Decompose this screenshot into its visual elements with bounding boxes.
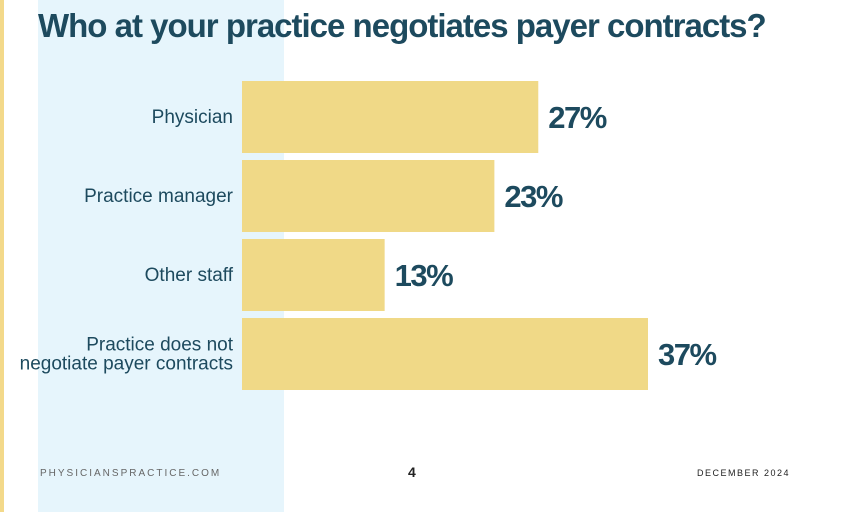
value-label-2: 13% (395, 258, 453, 293)
bar-1 (242, 160, 495, 232)
bar-0 (242, 81, 539, 153)
category-label-line: negotiate payer contracts (20, 354, 233, 375)
category-label-1: Practice manager (84, 186, 234, 207)
category-label-line: Physician (152, 107, 233, 128)
category-label-line: Practice manager (84, 186, 234, 207)
footer-page-number: 4 (408, 464, 416, 480)
category-label-line: Other staff (145, 265, 234, 286)
value-label-3: 37% (658, 337, 716, 372)
category-label-2: Other staff (145, 265, 234, 286)
footer-site-name: PHYSICIANSPRACTICE.COM (40, 468, 222, 479)
bar-2 (242, 239, 385, 311)
footer-date: DECEMBER 2024 (697, 468, 791, 478)
chart-title: Who at your practice negotiates payer co… (38, 7, 767, 44)
category-label-line: Practice does not (86, 335, 234, 356)
category-label-0: Physician (152, 107, 233, 128)
value-label-0: 27% (548, 100, 606, 135)
left-accent-stripe (0, 0, 4, 512)
category-label-3: Practice does not negotiate payer contrac… (20, 335, 234, 375)
bar-3 (242, 318, 648, 390)
value-label-1: 23% (504, 179, 562, 214)
